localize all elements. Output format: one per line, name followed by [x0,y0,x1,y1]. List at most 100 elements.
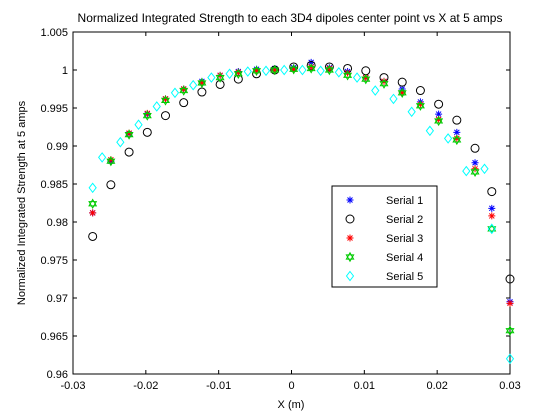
data-point [334,66,343,78]
data-point [280,64,289,76]
data-point [306,63,316,74]
data-point [161,95,169,103]
data-point [416,100,424,108]
data-point [233,68,243,79]
x-tick-label: 0.01 [354,380,375,392]
data-point [505,353,515,365]
data-point [215,79,225,89]
data-point [252,65,262,76]
data-point [160,111,170,121]
data-point [452,134,462,146]
data-point [253,67,261,75]
data-point [88,182,97,194]
data-point [470,143,480,153]
data-point [316,65,325,77]
data-point [470,166,480,178]
data-point [142,127,152,137]
data-point [434,99,444,109]
legend-label: Serial 5 [386,271,423,283]
data-point [152,101,161,112]
x-tick-label: 0.02 [426,380,447,392]
legend-label: Serial 2 [386,214,423,226]
data-point [505,274,515,284]
legend-marker [345,270,355,282]
data-point [343,70,353,81]
data-markers [88,58,515,365]
data-point [215,72,225,83]
x-tick-label: -0.02 [133,380,158,392]
data-point [271,66,279,74]
series-5 [88,64,515,365]
data-point [325,64,333,72]
data-point [97,152,107,163]
data-point [197,77,207,89]
legend-marker [345,251,355,263]
legend: Serial 1 Serial 2 Serial 3 Serial 4 Serial 5 [331,185,438,288]
series-4 [88,63,515,336]
data-point [425,125,435,137]
y-tick-label: 0.995 [40,103,68,115]
legend-label: Serial 1 [386,195,423,207]
legend-marker [346,196,354,204]
y-tick-label: 0.98 [47,217,68,229]
data-point [134,119,143,131]
data-point [453,128,461,136]
data-point [88,231,98,241]
data-point [270,64,280,76]
data-point [453,134,461,142]
data-point [189,79,198,91]
data-point [88,198,98,209]
x-tick-label: 0.03 [499,380,520,392]
y-tick-label: 0.97 [47,293,68,305]
data-point [488,204,496,212]
data-point [207,72,216,83]
y-tick-label: 1 [62,65,68,77]
data-point [471,165,479,173]
data-point [415,100,425,111]
data-point [107,156,115,164]
data-point [407,106,416,118]
data-point [379,78,389,89]
data-point [225,68,234,80]
data-point [160,95,171,106]
data-point [398,89,406,97]
y-tick-label: 0.975 [40,255,68,267]
data-point [487,223,496,235]
x-axis-label: X (m) [278,399,305,411]
data-point [352,72,362,83]
data-point [371,85,380,96]
data-point [116,136,125,148]
y-tick-label: 0.965 [40,331,68,343]
data-point [434,115,444,127]
data-point [106,155,116,167]
data-point [106,180,116,190]
data-point [415,86,425,96]
data-point [397,77,407,87]
x-tick-label: -0.01 [206,380,231,392]
data-point [435,115,443,123]
data-point [124,129,134,140]
y-tick-label: 1.005 [40,27,68,39]
data-point [289,64,299,75]
data-point [488,212,496,220]
data-point [506,299,514,307]
data-point [198,79,206,87]
data-point [307,63,315,71]
data-point [397,87,407,99]
x-axis-ticks: -0.03 -0.02 -0.01 0 0.01 0.02 0.03 [60,32,521,392]
y-tick-label: 0.96 [47,369,68,381]
x-tick-label: -0.03 [60,380,85,392]
y-tick-label: 0.99 [47,141,68,153]
data-point [290,65,298,73]
y-tick-label: 0.985 [40,179,68,191]
data-point [443,133,453,144]
data-point [179,85,189,96]
data-point [435,110,443,118]
data-point [179,98,189,108]
legend-label: Serial 4 [386,252,423,264]
data-point [180,85,188,93]
legend-label: Serial 3 [386,233,423,245]
data-point [505,325,515,336]
data-point [125,129,133,137]
